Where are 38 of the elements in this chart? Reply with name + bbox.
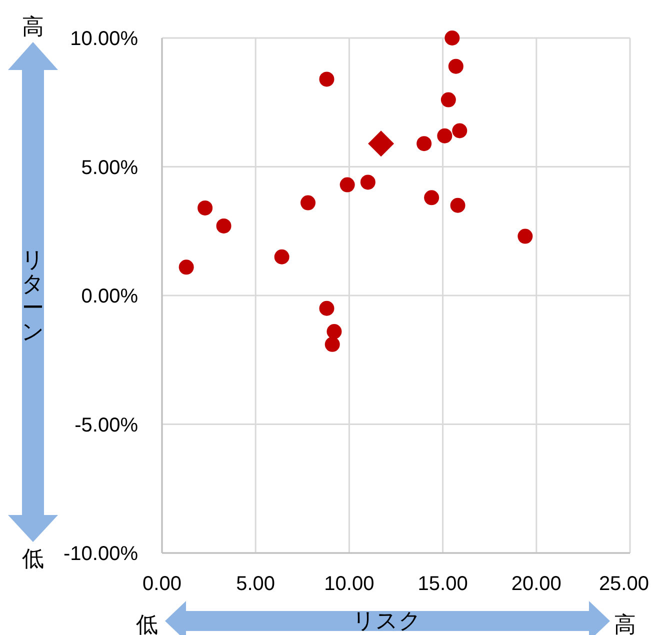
point: [448, 58, 464, 74]
y-tick-label: -5.00%: [74, 414, 138, 436]
text: 高: [22, 14, 44, 39]
point: [437, 128, 452, 144]
x-tick-label: 25.00: [598, 573, 649, 595]
point: [326, 324, 342, 340]
text: 低: [22, 546, 44, 571]
point: [440, 92, 456, 108]
point: [198, 200, 213, 216]
y-tick-label: 5.00%: [81, 156, 138, 179]
point: [319, 300, 334, 316]
point: [416, 136, 432, 152]
point: [216, 218, 232, 234]
x-axis-title: リスク: [352, 608, 422, 633]
text: 高: [614, 612, 636, 635]
point: [324, 336, 340, 352]
point: [452, 123, 468, 138]
point: [300, 195, 316, 210]
x-tick-label: 20.00: [511, 573, 562, 595]
point: [340, 177, 355, 192]
point: [444, 30, 460, 46]
point: [274, 249, 290, 264]
y-tick-label: 0.00%: [81, 286, 138, 308]
point: [450, 198, 466, 213]
point: [360, 174, 376, 190]
point: [518, 228, 533, 244]
x-tick-label: 0.00: [142, 573, 182, 595]
point: [368, 130, 394, 157]
y-axis-title: リターン: [22, 247, 44, 344]
text: 低: [136, 612, 158, 635]
y-tick-label: 10.00%: [70, 28, 138, 50]
x-tick-label: 15.00: [418, 573, 468, 595]
point: [178, 260, 194, 275]
x-tick-label: 10.00: [324, 573, 374, 595]
y-tick-label: -10.00%: [64, 543, 138, 565]
x-tick-label: 5.00: [236, 573, 276, 595]
point: [424, 190, 440, 206]
point: [319, 72, 334, 87]
